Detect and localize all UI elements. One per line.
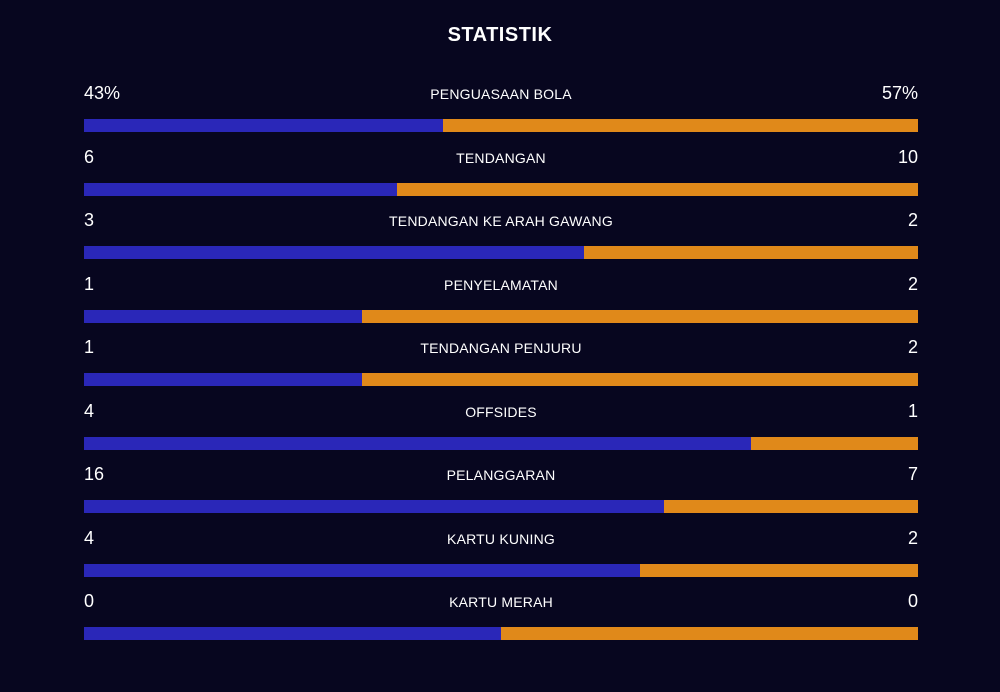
stat-row-corners: 1 TENDANGAN PENJURU 2: [84, 334, 918, 398]
stats-list: 43% PENGUASAAN BOLA 57% 6 TENDANGAN 10 3…: [84, 80, 918, 652]
away-bar-segment: [751, 436, 918, 450]
home-value: 0: [84, 591, 95, 611]
comparison-bar: [84, 563, 918, 577]
stat-label: PENGUASAAN BOLA: [430, 86, 572, 102]
stat-row-saves: 1 PENYELAMATAN 2: [84, 271, 918, 335]
away-bar-segment: [396, 182, 918, 196]
home-value: 1: [84, 273, 95, 294]
home-bar-segment: [84, 182, 397, 196]
comparison-bar: [84, 500, 918, 513]
away-value: 57%: [881, 83, 918, 103]
home-value: 1: [84, 337, 95, 357]
comparison-bar: [84, 627, 918, 640]
home-bar-segment: [84, 373, 362, 386]
comparison-bar: [84, 182, 918, 196]
away-bar-segment: [584, 246, 918, 259]
stat-label: TENDANGAN PENJURU: [420, 340, 582, 356]
home-value: 4: [84, 400, 95, 421]
away-bar-segment: [501, 627, 918, 640]
home-bar-segment: [84, 436, 752, 450]
home-value: 6: [84, 146, 95, 167]
comparison-bar: [84, 246, 918, 259]
home-bar-segment: [84, 627, 501, 640]
comparison-bar: [84, 436, 918, 450]
stat-row-red-cards: 0 KARTU MERAH 0: [84, 588, 918, 652]
away-value: 7: [907, 464, 918, 484]
home-bar-segment: [84, 246, 585, 259]
stat-label: TENDANGAN KE ARAH GAWANG: [389, 213, 613, 229]
comparison-bar: [84, 309, 918, 323]
stat-label: KARTU MERAH: [449, 594, 553, 610]
stat-row-shots: 6 TENDANGAN 10: [84, 144, 918, 208]
stat-label: TENDANGAN: [456, 149, 546, 166]
away-value: 2: [907, 273, 918, 294]
stats-title: STATISTIK: [447, 24, 553, 46]
stat-label: KARTU KUNING: [447, 530, 555, 547]
away-value: 2: [907, 527, 918, 548]
home-value: 43%: [84, 83, 121, 103]
home-bar-segment: [84, 563, 640, 577]
home-bar-segment: [84, 119, 443, 132]
away-value: 0: [907, 591, 918, 611]
stat-label: PENYELAMATAN: [444, 276, 558, 293]
away-value: 1: [907, 400, 918, 421]
stat-row-fouls: 16 PELANGGARAN 7: [84, 461, 918, 525]
away-bar-segment: [361, 309, 918, 323]
away-value: 10: [897, 146, 918, 167]
home-bar-segment: [84, 309, 362, 323]
stat-row-yellow-cards: 4 KARTU KUNING 2: [84, 525, 918, 589]
comparison-bar: [84, 119, 918, 132]
away-bar-segment: [639, 563, 918, 577]
away-value: 2: [907, 210, 918, 230]
stat-label: OFFSIDES: [465, 403, 537, 420]
comparison-bar: [84, 373, 918, 386]
away-bar-segment: [361, 373, 918, 386]
home-value: 3: [84, 210, 95, 230]
home-value: 4: [84, 527, 95, 548]
home-value: 16: [84, 464, 105, 484]
away-bar-segment: [664, 500, 918, 513]
away-bar-segment: [442, 119, 918, 132]
stat-row-offsides: 4 OFFSIDES 1: [84, 398, 918, 462]
away-value: 2: [907, 337, 918, 357]
stat-row-ball-possession: 43% PENGUASAAN BOLA 57%: [84, 80, 918, 144]
stat-label: PELANGGARAN: [446, 467, 556, 483]
home-bar-segment: [84, 500, 665, 513]
stat-row-shots-on-target: 3 TENDANGAN KE ARAH GAWANG 2: [84, 207, 918, 271]
